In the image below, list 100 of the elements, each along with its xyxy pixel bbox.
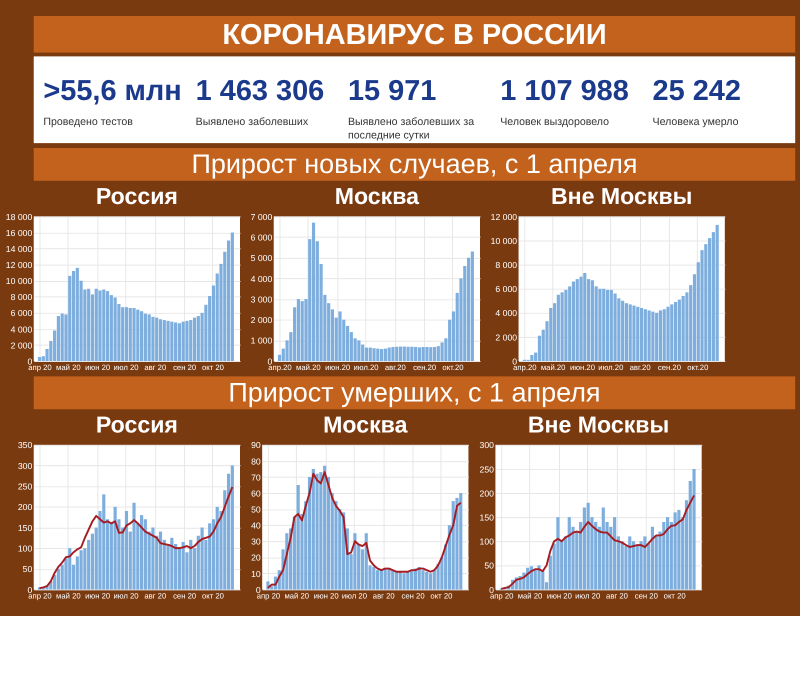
y-tick-label: 7 000	[250, 212, 272, 222]
bar	[459, 493, 462, 590]
text: Человека умерло	[652, 116, 739, 128]
y-tick-label: 14 000	[6, 244, 32, 254]
bar	[87, 288, 90, 362]
text: Проведено тестов	[43, 116, 134, 128]
chart-title: Вне Москвы	[528, 411, 670, 438]
y-tick-label: 4 000	[495, 308, 518, 318]
bar	[602, 288, 606, 362]
y-tick-label: 350	[18, 440, 32, 450]
bar	[76, 268, 79, 362]
bar	[60, 314, 64, 362]
bar	[72, 271, 76, 362]
bar	[643, 536, 646, 590]
bar	[692, 468, 696, 590]
bar	[556, 294, 560, 362]
bar	[106, 291, 110, 362]
y-tick-label: 200	[18, 502, 32, 512]
y-tick-label: 8 000	[495, 260, 518, 270]
bar	[428, 573, 432, 590]
y-tick-label: 150	[480, 512, 494, 523]
bar	[598, 288, 602, 362]
bar	[110, 295, 113, 362]
x-tick-label: июн.20	[570, 363, 595, 372]
bar	[452, 501, 455, 590]
bar	[182, 322, 185, 362]
y-tick-label: 150	[18, 522, 32, 533]
bar	[94, 288, 98, 362]
bar	[185, 320, 189, 362]
bar	[391, 346, 395, 362]
bar	[418, 566, 421, 590]
category-label: >55,6 млн	[43, 74, 182, 107]
bar	[296, 299, 300, 362]
bar	[200, 527, 204, 590]
bar	[610, 290, 613, 362]
x-tick-label: май 20	[56, 363, 81, 372]
bar	[602, 508, 605, 590]
y-tick-label: 18 000	[6, 212, 32, 222]
bar	[666, 517, 670, 590]
bar	[421, 570, 425, 590]
bar	[140, 311, 144, 362]
bar	[151, 527, 155, 590]
bar	[124, 510, 128, 590]
x-tick-label: июн.20	[325, 363, 350, 372]
line-series	[500, 494, 695, 590]
x-tick-label: июл 20	[575, 592, 600, 601]
y-tick-label: 20	[251, 552, 261, 563]
y-tick-label: 50	[251, 504, 261, 514]
bar	[650, 526, 654, 590]
category-label: 1 463 306	[196, 74, 324, 107]
bar	[628, 536, 632, 590]
bar	[174, 322, 178, 362]
bar	[192, 318, 196, 362]
bar	[387, 568, 391, 590]
bar	[98, 290, 102, 362]
y-tick-label: 4 000	[10, 324, 32, 334]
y-tick-label: 1 000	[250, 336, 272, 346]
x-tick-label: окт 20	[664, 592, 686, 601]
y-tick-label: 12 000	[490, 212, 518, 222]
y-tick-label: 2 000	[10, 340, 32, 350]
x-tick-label: авг.20	[630, 363, 651, 372]
y-tick-label: 5 000	[250, 253, 272, 264]
y-tick-label: 100	[18, 544, 32, 554]
bar	[170, 322, 174, 362]
bar	[613, 517, 616, 590]
bar	[189, 320, 192, 362]
bar	[572, 281, 576, 362]
x-tick-label: май 20	[284, 592, 310, 601]
bar	[398, 346, 402, 362]
bar	[300, 301, 304, 362]
bar	[364, 348, 368, 362]
bar	[151, 316, 155, 362]
text: Выявлено заболевших за последние сутки	[348, 116, 474, 142]
bar	[372, 566, 376, 590]
bar	[624, 303, 628, 362]
category-label: 1 107 988	[500, 74, 629, 107]
bar	[196, 316, 200, 362]
bar	[312, 468, 315, 590]
bar	[682, 296, 685, 362]
bar	[158, 532, 162, 590]
bar	[402, 573, 406, 590]
y-tick-label: 12 000	[6, 260, 32, 270]
x-tick-label: окт 20	[202, 592, 224, 601]
bar	[391, 570, 394, 590]
bar	[644, 309, 647, 362]
line-series	[38, 486, 234, 590]
category-label: 15 971	[348, 74, 436, 107]
bar	[357, 340, 360, 362]
bar	[628, 304, 632, 362]
y-tick-label: 250	[480, 464, 494, 474]
bar	[414, 346, 418, 362]
y-tick-label: 16 000	[6, 228, 32, 238]
bar	[128, 308, 132, 362]
bar	[470, 252, 474, 362]
bar	[579, 276, 583, 362]
bar	[102, 494, 106, 590]
y-tick-label: 60	[251, 488, 261, 498]
y-tick-label: 70	[251, 472, 261, 482]
x-tick-label: июл 20	[342, 592, 367, 601]
y-tick-label: 4 000	[250, 274, 272, 284]
